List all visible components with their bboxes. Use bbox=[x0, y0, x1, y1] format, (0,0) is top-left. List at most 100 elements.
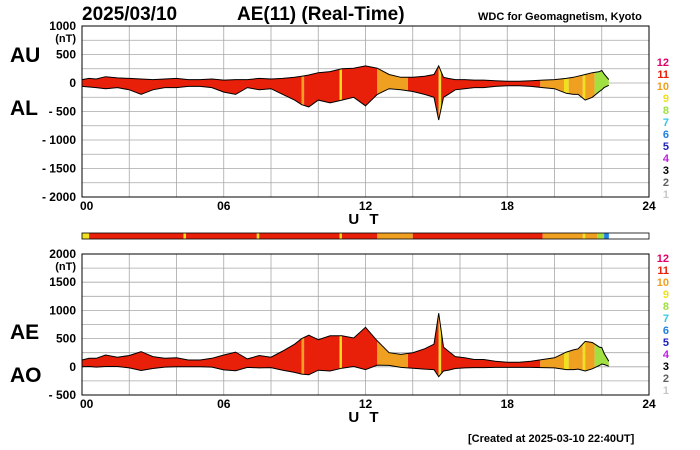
au-al-xtick-label: 18 bbox=[501, 199, 515, 213]
ae-ao-legend-level: 12 bbox=[657, 253, 669, 265]
au-al-area-segment-level-11 bbox=[408, 65, 439, 120]
ae-ao-xtick-label: 12 bbox=[359, 397, 373, 411]
au-al-ytick-label: - 2000 bbox=[42, 190, 76, 204]
ae-ao-ytick-label: 500 bbox=[56, 332, 76, 346]
ae-ao-xaxis-label: U T bbox=[348, 409, 381, 426]
ae-ao-legend-level: 7 bbox=[663, 313, 669, 325]
activity-bar-segment-level-6 bbox=[604, 233, 609, 239]
au-al-area-segment-level-8 bbox=[594, 70, 609, 96]
au-al-unit-label: (nT) bbox=[55, 33, 76, 45]
activity-bar-segment-level-9 bbox=[582, 233, 586, 239]
au-al-area-segment-level-10 bbox=[585, 72, 595, 101]
ae-ao-xtick-label: 18 bbox=[501, 397, 515, 411]
ae-ao-legend-level: 9 bbox=[663, 289, 669, 301]
au-al-area-segment-level-10 bbox=[540, 78, 564, 93]
ae-ao-area-segment-level-10 bbox=[301, 337, 305, 375]
ae-ao-xtick-label: 06 bbox=[217, 397, 231, 411]
activity-bar-segment-level-9 bbox=[82, 233, 90, 239]
activity-bar-segment-level-11 bbox=[341, 233, 378, 239]
ae-ao-ytick-label: 0 bbox=[69, 360, 76, 374]
au-al-frame bbox=[81, 25, 650, 198]
ae-ao-legend-level: 11 bbox=[657, 265, 669, 277]
activity-bar-segment-level-10 bbox=[585, 233, 598, 239]
series-line-ao bbox=[81, 363, 609, 378]
series-line-au bbox=[81, 64, 610, 82]
au-al-legend-level: 1 bbox=[663, 189, 669, 201]
au-al-xtick-label: 06 bbox=[217, 199, 231, 213]
au-al-area-segment-level-9 bbox=[564, 78, 569, 94]
au-al-area-segment-level-9 bbox=[339, 68, 342, 101]
au-al-area-segment-level-11 bbox=[304, 69, 340, 107]
au-al-legend-level: 3 bbox=[663, 165, 669, 177]
ae-ao-ytick-label: 2000 bbox=[49, 247, 76, 261]
series-line-ae bbox=[81, 313, 610, 363]
au-al-ytick-label: 0 bbox=[69, 76, 76, 90]
panel-label-ae: AE bbox=[10, 321, 39, 344]
activity-bar-segment-level-9 bbox=[256, 233, 260, 239]
ae-ao-legend-level: 8 bbox=[663, 301, 669, 313]
activity-bar-segment-level-9 bbox=[183, 233, 186, 239]
au-al-area-segment-level-10 bbox=[377, 68, 408, 95]
ae-ao-area-segment-level-8 bbox=[594, 344, 609, 368]
au-al-area-segment-level-9 bbox=[582, 74, 586, 101]
index-title: AE(11) (Real-Time) bbox=[237, 4, 405, 25]
au-al-area-segment-level-11 bbox=[82, 76, 302, 105]
activity-bar-segment-level-8 bbox=[597, 233, 605, 239]
activity-bar-segment-level-10 bbox=[542, 233, 583, 239]
ae-ao-legend-level: 3 bbox=[663, 361, 669, 373]
au-al-ytick-label: - 1500 bbox=[42, 162, 76, 176]
au-al-area-segment-level-11 bbox=[441, 71, 541, 109]
au-al-legend-level: 6 bbox=[663, 129, 669, 141]
ae-ao-ytick-label: 1500 bbox=[49, 275, 76, 289]
au-al-ytick-label: - 1000 bbox=[42, 133, 76, 147]
ae-ao-legend-level: 4 bbox=[663, 349, 670, 361]
date-title: 2025/03/10 bbox=[82, 4, 178, 25]
ae-ao-ytick-label: - 500 bbox=[49, 388, 77, 402]
ae-ao-frame bbox=[81, 253, 650, 396]
ae-ao-legend-level: 6 bbox=[663, 325, 669, 337]
organization-label: WDC for Geomagnetism, Kyoto bbox=[478, 11, 642, 23]
activity-bar-frame bbox=[81, 232, 650, 240]
au-al-xtick-label: 12 bbox=[359, 199, 373, 213]
ae-ao-area-segment-level-9 bbox=[582, 341, 586, 371]
au-al-ytick-label: - 500 bbox=[49, 105, 77, 119]
ae-ao-area-segment-level-10 bbox=[377, 340, 408, 368]
ae-ao-area-segment-level-11 bbox=[82, 338, 302, 375]
panel-label-au: AU bbox=[10, 44, 40, 67]
ae-ao-area-segment-level-11 bbox=[441, 330, 541, 374]
au-al-area-segment-level-9 bbox=[438, 65, 442, 120]
au-al-legend-level: 12 bbox=[657, 57, 669, 69]
ae-ao-legend-level: 1 bbox=[663, 385, 669, 397]
activity-bar-segment-level-9 bbox=[339, 233, 342, 239]
au-al-legend-level: 8 bbox=[663, 105, 669, 117]
activity-bar-segment-level-11 bbox=[185, 233, 257, 239]
au-al-xtick-label: 24 bbox=[642, 199, 656, 213]
panel-label-ao: AO bbox=[10, 364, 42, 387]
series-line-al bbox=[81, 84, 610, 121]
ae-ao-area-segment-level-10 bbox=[540, 353, 564, 370]
au-al-xtick-label: 00 bbox=[80, 199, 94, 213]
au-al-ytick-label: 1000 bbox=[49, 19, 76, 33]
ae-ao-area-segment-level-9 bbox=[339, 335, 342, 369]
created-timestamp: [Created at 2025-03-10 22:40UT] bbox=[468, 433, 635, 445]
ae-ao-unit-label: (nT) bbox=[55, 261, 76, 273]
activity-bar-segment-level-11 bbox=[259, 233, 340, 239]
ae-ao-area-segment-level-10 bbox=[585, 341, 595, 371]
au-al-legend-level: 9 bbox=[663, 93, 669, 105]
ae-ao-legend-level: 2 bbox=[663, 373, 669, 385]
ae-ao-ytick-label: 1000 bbox=[49, 303, 76, 317]
au-al-legend-level: 10 bbox=[657, 81, 669, 93]
au-al-legend-level: 11 bbox=[657, 69, 669, 81]
ae-ao-legend-level: 5 bbox=[663, 337, 669, 349]
au-al-legend-level: 4 bbox=[663, 153, 670, 165]
au-al-ytick-label: 500 bbox=[56, 48, 76, 62]
panel-label-al: AL bbox=[10, 97, 38, 120]
au-al-area-segment-level-10 bbox=[568, 75, 583, 99]
ae-ao-xtick-label: 00 bbox=[80, 397, 94, 411]
activity-bar-segment-level-11 bbox=[89, 233, 184, 239]
au-al-legend-level: 7 bbox=[663, 117, 669, 129]
ae-ao-area-segment-level-11 bbox=[408, 313, 439, 377]
ae-ao-area-segment-level-9 bbox=[564, 351, 569, 370]
ae-ao-legend-level: 10 bbox=[657, 277, 669, 289]
